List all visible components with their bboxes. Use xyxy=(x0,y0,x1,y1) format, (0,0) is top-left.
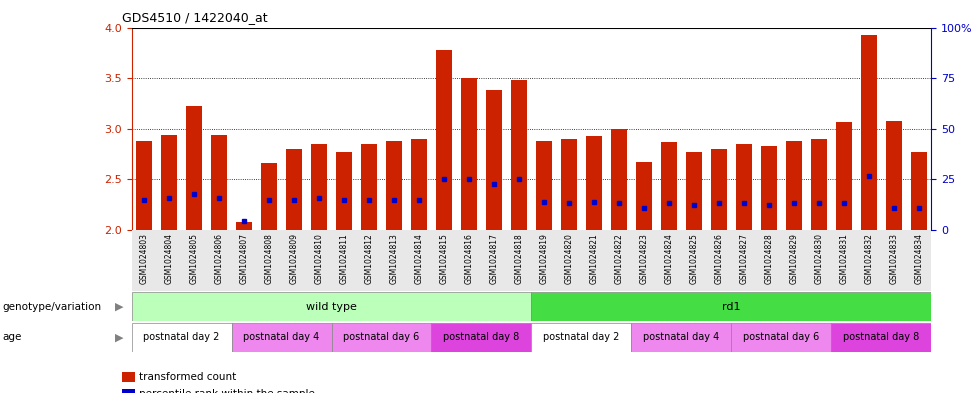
Text: GSM1024833: GSM1024833 xyxy=(889,233,898,284)
Bar xyxy=(386,141,402,230)
Text: GSM1024826: GSM1024826 xyxy=(715,233,723,284)
Text: GSM1024820: GSM1024820 xyxy=(565,233,573,284)
Text: postnatal day 2: postnatal day 2 xyxy=(143,332,219,342)
Bar xyxy=(361,144,377,230)
Bar xyxy=(311,144,328,230)
Text: postnatal day 6: postnatal day 6 xyxy=(743,332,819,342)
Text: transformed count: transformed count xyxy=(139,372,237,382)
Text: GSM1024822: GSM1024822 xyxy=(614,233,623,284)
Text: GSM1024824: GSM1024824 xyxy=(664,233,674,284)
Text: GSM1024805: GSM1024805 xyxy=(189,233,199,284)
Text: GSM1024804: GSM1024804 xyxy=(165,233,174,284)
Bar xyxy=(911,152,927,230)
Bar xyxy=(136,141,152,230)
Text: GSM1024816: GSM1024816 xyxy=(464,233,474,284)
Bar xyxy=(211,135,227,230)
Bar xyxy=(861,35,877,230)
Text: wild type: wild type xyxy=(306,302,357,312)
Text: GSM1024832: GSM1024832 xyxy=(864,233,874,284)
Text: GSM1024817: GSM1024817 xyxy=(489,233,498,284)
Text: GSM1024809: GSM1024809 xyxy=(290,233,298,284)
Bar xyxy=(610,129,627,230)
Bar xyxy=(261,163,277,230)
Text: percentile rank within the sample: percentile rank within the sample xyxy=(139,389,315,393)
Text: GDS4510 / 1422040_at: GDS4510 / 1422040_at xyxy=(122,11,267,24)
Text: GSM1024812: GSM1024812 xyxy=(365,233,373,284)
Bar xyxy=(286,149,302,230)
Text: GSM1024827: GSM1024827 xyxy=(739,233,748,284)
Bar xyxy=(161,135,177,230)
Text: postnatal day 2: postnatal day 2 xyxy=(543,332,619,342)
Bar xyxy=(186,107,202,230)
Text: postnatal day 8: postnatal day 8 xyxy=(444,332,520,342)
Bar xyxy=(836,121,852,230)
Bar xyxy=(885,121,902,230)
Text: GSM1024810: GSM1024810 xyxy=(315,233,324,284)
Text: ▶: ▶ xyxy=(115,332,124,342)
Bar xyxy=(831,323,931,352)
Bar xyxy=(760,146,777,230)
Bar xyxy=(586,136,602,230)
Text: GSM1024831: GSM1024831 xyxy=(839,233,848,284)
Text: GSM1024819: GSM1024819 xyxy=(539,233,548,284)
Bar xyxy=(786,141,801,230)
Bar xyxy=(436,50,452,230)
Text: GSM1024808: GSM1024808 xyxy=(264,233,274,284)
Bar xyxy=(486,90,502,230)
Bar xyxy=(232,323,332,352)
Text: GSM1024823: GSM1024823 xyxy=(640,233,648,284)
Text: GSM1024815: GSM1024815 xyxy=(440,233,449,284)
Bar xyxy=(132,323,232,352)
Text: GSM1024806: GSM1024806 xyxy=(214,233,223,284)
Text: postnatal day 8: postnatal day 8 xyxy=(843,332,919,342)
Bar xyxy=(711,149,727,230)
Text: postnatal day 6: postnatal day 6 xyxy=(343,332,419,342)
Bar xyxy=(685,152,702,230)
Bar xyxy=(632,323,731,352)
Bar xyxy=(810,139,827,230)
Text: rd1: rd1 xyxy=(722,302,740,312)
Text: age: age xyxy=(2,332,21,342)
Text: GSM1024821: GSM1024821 xyxy=(589,233,599,284)
Bar xyxy=(535,141,552,230)
Text: GSM1024811: GSM1024811 xyxy=(339,233,348,284)
Text: GSM1024813: GSM1024813 xyxy=(389,233,399,284)
Bar xyxy=(735,144,752,230)
Text: ▶: ▶ xyxy=(115,302,124,312)
Bar xyxy=(661,142,677,230)
Bar xyxy=(731,323,831,352)
Text: postnatal day 4: postnatal day 4 xyxy=(644,332,720,342)
Text: GSM1024814: GSM1024814 xyxy=(414,233,423,284)
Bar xyxy=(561,139,577,230)
Text: GSM1024830: GSM1024830 xyxy=(814,233,823,284)
Text: GSM1024803: GSM1024803 xyxy=(139,233,148,284)
Text: postnatal day 4: postnatal day 4 xyxy=(244,332,320,342)
Bar xyxy=(410,139,427,230)
Bar xyxy=(511,80,527,230)
Bar xyxy=(431,323,531,352)
Bar xyxy=(132,292,531,321)
Text: GSM1024818: GSM1024818 xyxy=(515,233,524,284)
Text: GSM1024825: GSM1024825 xyxy=(689,233,698,284)
Bar xyxy=(236,222,253,230)
Text: GSM1024807: GSM1024807 xyxy=(240,233,249,284)
Bar xyxy=(335,152,352,230)
Text: GSM1024834: GSM1024834 xyxy=(915,233,923,284)
Bar xyxy=(531,292,931,321)
Bar xyxy=(636,162,652,230)
Bar xyxy=(461,78,477,230)
Bar xyxy=(531,323,632,352)
Text: genotype/variation: genotype/variation xyxy=(2,302,101,312)
Text: GSM1024828: GSM1024828 xyxy=(764,233,773,284)
Bar xyxy=(332,323,431,352)
Text: GSM1024829: GSM1024829 xyxy=(789,233,799,284)
Bar xyxy=(132,230,931,291)
